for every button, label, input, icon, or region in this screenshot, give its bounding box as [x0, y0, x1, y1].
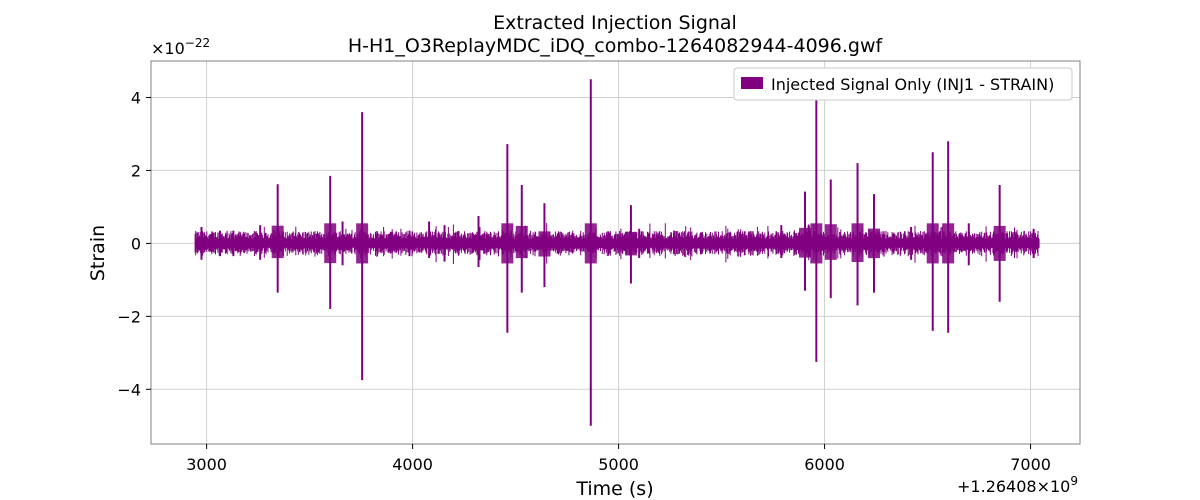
signal-spike-ring: [324, 223, 337, 264]
signal-spike-ring: [254, 237, 267, 249]
x-tick-label: 6000: [804, 455, 845, 474]
signal-spike-ring: [1027, 239, 1040, 248]
signal-spike-ring: [438, 237, 451, 249]
legend-label: Injected Signal Only (INJ1 - STRAIN): [771, 75, 1054, 94]
plot-frame: [150, 60, 1081, 445]
signal-spike-ring: [538, 231, 551, 257]
legend: Injected Signal Only (INJ1 - STRAIN): [733, 67, 1073, 101]
signal-spike-ring: [962, 237, 975, 250]
signal-spike-ring: [271, 225, 284, 259]
signal-spike-ring: [926, 223, 939, 264]
signal-spike-ring: [472, 235, 485, 251]
signal-spike-ring: [775, 237, 788, 248]
signal-spike-ring: [799, 227, 812, 258]
signal-spike-ring: [668, 239, 681, 247]
chart-title: Extracted Injection Signal: [493, 12, 737, 34]
signal-group: [194, 79, 1040, 426]
y-tick-label: 4: [131, 88, 141, 107]
signal-spike-ring: [227, 239, 240, 248]
signal-spike-ring: [214, 239, 227, 248]
signal-spike-ring: [824, 224, 837, 260]
signal-spike-ring: [633, 239, 646, 248]
signal-spike-ring: [584, 223, 597, 264]
y-axis-label: Strain: [87, 225, 109, 281]
signal-spike-ring: [810, 223, 823, 264]
signal-spike-ring: [905, 238, 918, 249]
signal-spike-ring: [403, 239, 416, 248]
x-ticks: 3000 4000 5000 6000 7000: [186, 444, 1051, 474]
signal-spike-ring: [868, 228, 881, 259]
signal-spike-ring: [942, 223, 955, 264]
signal-spike-ring: [694, 240, 707, 247]
legend-box: [733, 67, 1073, 101]
x-tick-label: 3000: [186, 455, 227, 474]
signal-spike-ring: [423, 236, 436, 248]
chart-subtitle: H-H1_O3ReplayMDC_iDQ_combo-1264082944-40…: [348, 35, 884, 57]
x-tick-label: 4000: [392, 455, 433, 474]
signal-spike-ring: [356, 223, 369, 264]
signal-spike-ring: [195, 238, 208, 249]
legend-swatch: [741, 77, 763, 89]
x-tick-label: 7000: [1010, 455, 1051, 474]
y-tick-label: 2: [131, 161, 141, 180]
signal-spike-ring: [336, 236, 349, 250]
y-tick-label: −2: [117, 307, 141, 326]
signal-spike-ring: [993, 225, 1006, 261]
x-axis-label: Time (s): [575, 478, 653, 500]
y-tick-label: 0: [131, 234, 141, 253]
signal-spike-ring: [624, 231, 637, 256]
signal-spike-ring: [501, 223, 514, 264]
x-offset-label: +1.26408×109: [957, 474, 1078, 496]
x-tick-label: 5000: [598, 455, 639, 474]
signal-spike-ring: [515, 225, 528, 259]
signal-spike-ring: [851, 223, 864, 262]
y-tick-label: −4: [117, 380, 141, 399]
y-scale-label: ×10−22: [151, 36, 210, 58]
y-ticks: −4 −2 0 2 4: [117, 88, 151, 399]
